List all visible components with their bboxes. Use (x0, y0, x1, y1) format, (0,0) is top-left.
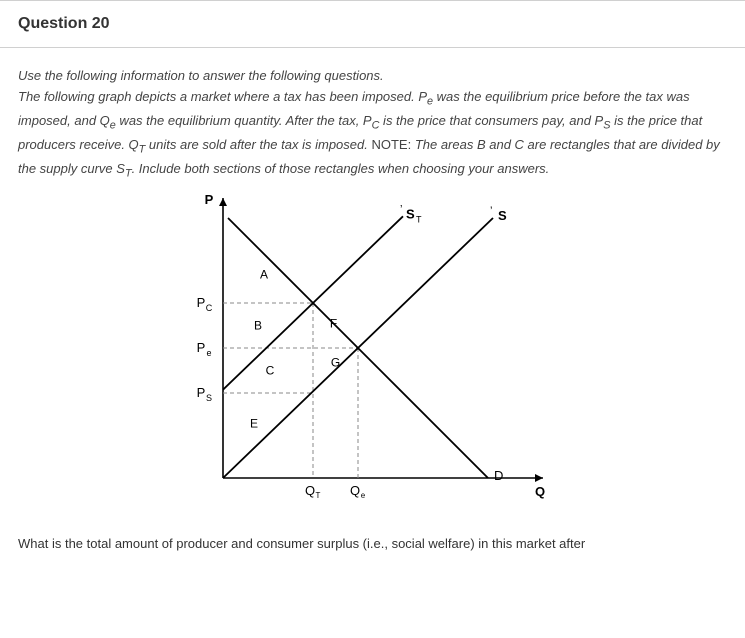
svg-text:e: e (360, 491, 365, 500)
svg-text:’: ’ (490, 205, 492, 217)
svg-text:D: D (494, 468, 503, 483)
svg-text:E: E (249, 417, 257, 431)
svg-text:T: T (315, 491, 320, 500)
footer-text: What is the total amount of producer and… (18, 536, 585, 551)
svg-text:’: ’ (400, 204, 402, 216)
instr-line2a: The following graph depicts a market whe… (18, 89, 427, 104)
question-body: Use the following information to answer … (0, 48, 745, 518)
svg-text:S: S (205, 393, 211, 403)
instr-line4a: pay, and P (542, 113, 603, 128)
sub-t2: T (125, 167, 132, 179)
svg-text:Q: Q (534, 484, 544, 499)
svg-text:P: P (196, 385, 205, 400)
svg-text:T: T (416, 215, 422, 225)
graph-container: PQPCPePSQTQeDSSTABCEFG’’ (18, 188, 727, 518)
svg-text:e: e (206, 348, 211, 358)
instr-line6: . Include both sections of those rectang… (132, 161, 550, 176)
svg-text:S: S (498, 208, 507, 223)
svg-text:C: C (205, 303, 212, 313)
instr-line4c: units are sold after the tax is imposed. (145, 137, 368, 152)
svg-text:G: G (330, 356, 339, 370)
instructions-text: Use the following information to answer … (18, 66, 727, 182)
svg-text:A: A (259, 268, 267, 282)
instr-line3c: is the price that consumers (379, 113, 538, 128)
svg-text:C: C (265, 364, 274, 378)
svg-text:B: B (253, 319, 261, 333)
footer-question: What is the total amount of producer and… (0, 536, 745, 551)
svg-text:P: P (196, 340, 205, 355)
svg-text:P: P (196, 295, 205, 310)
question-header: Question 20 (0, 0, 745, 48)
tax-market-graph: PQPCPePSQTQeDSSTABCEFG’’ (183, 188, 563, 518)
note-label: NOTE: (368, 137, 415, 152)
svg-text:Q: Q (349, 483, 359, 498)
svg-text:Q: Q (304, 483, 314, 498)
instr-line1: Use the following information to answer … (18, 68, 384, 83)
svg-text:S: S (406, 207, 415, 222)
svg-text:F: F (329, 317, 336, 331)
instr-line2b: was the equilibrium price before (433, 89, 620, 104)
svg-text:P: P (204, 192, 213, 207)
instr-line3b: was the equilibrium quantity. After the … (116, 113, 372, 128)
question-number: Question 20 (18, 15, 110, 33)
